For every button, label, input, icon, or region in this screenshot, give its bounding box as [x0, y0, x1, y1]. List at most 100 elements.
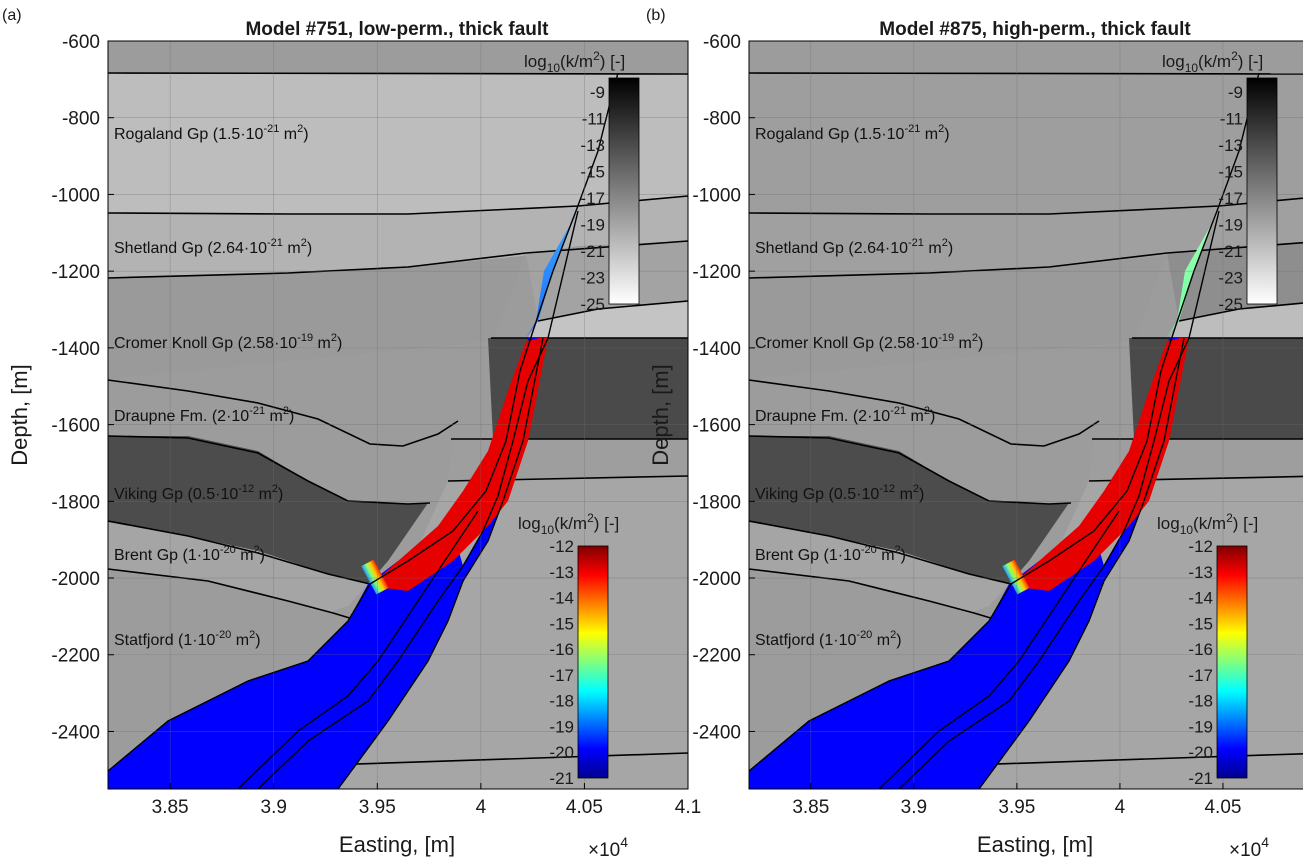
panel-b: (b) Model #875, high-perm., thick fault	[646, 7, 1303, 861]
colorbar-jet-ticks: -12 -13 -14 -15 -16 -17 -18 -19 -20 -21	[1188, 537, 1213, 788]
y-axis-label: Depth, [m]	[648, 364, 673, 465]
x-tick-label: 3.9	[901, 797, 927, 818]
layer-draupne	[749, 380, 1099, 501]
y-tick-label: -2000	[692, 569, 741, 590]
layer-cromer-right	[528, 301, 688, 338]
colorbar-gray-tick-label: -13	[1218, 136, 1243, 155]
y-tick-label: -2000	[51, 569, 100, 590]
y-tick-label: -2200	[51, 646, 100, 667]
x-axis-label: Easting, [m]	[339, 832, 455, 857]
colorbar-gray-tick-label: -9	[1228, 83, 1243, 102]
colorbar-gray-bar	[1246, 77, 1278, 305]
x-tick-label: 4	[1115, 797, 1126, 818]
gridlines	[749, 41, 1303, 789]
colorbar-jet-tick-label: -17	[549, 666, 574, 685]
colorbar-gray-tick-label: -19	[580, 216, 605, 235]
panel-letter: (b)	[646, 7, 666, 24]
fault-transition	[361, 559, 389, 595]
colorbar-gray-title: log10(k/m2) [-]	[1162, 49, 1263, 75]
layer-cromer-knoll	[749, 253, 1167, 379]
plot-area: Rogaland Gp (1.5·10-21 m2) Shetland Gp (…	[748, 40, 1303, 790]
y-tick-label: -2400	[51, 722, 100, 743]
layer-label-shetland: Shetland Gp (2.64·10-21 m2)	[114, 237, 312, 257]
fault-zone-lower	[749, 531, 1104, 789]
y-tick-label: -800	[62, 109, 100, 130]
layer-brent	[749, 521, 1009, 613]
x-tick-label: 3.95	[998, 797, 1035, 818]
x-tick-label: 3.85	[792, 797, 829, 818]
colorbar-gray-bar	[608, 77, 640, 305]
layer-rogaland	[749, 73, 1303, 214]
colorbar-jet-tick-label: -15	[1188, 614, 1213, 633]
layer-draupne	[108, 380, 458, 501]
fault-zone-lower	[108, 531, 463, 789]
colorbar-gray-title: log10(k/m2) [-]	[524, 49, 625, 75]
colorbar-gray: log10(k/m2) [-] -9-11-13-15-17-19-21-23-…	[1162, 49, 1278, 314]
colorbar-jet-tick-label: -21	[1188, 769, 1213, 788]
colorbar-gray-tick-label: -15	[1218, 163, 1243, 182]
colorbar-jet-tick-label: -13	[549, 563, 574, 582]
colorbar-gray-tick-label: -11	[1220, 110, 1243, 129]
layer-label-viking: Viking Gp (0.5·10-12 m2)	[114, 483, 283, 503]
panel-letter: (a)	[2, 7, 22, 24]
colorbar-jet-tick-label: -16	[1188, 640, 1213, 659]
y-tick-label: -1600	[51, 416, 100, 437]
y-tick-label: -2400	[692, 722, 741, 743]
colorbar-jet: log10(k/m2) [-] -12 -13 -14 -15 -16 -17 -18 -19…	[518, 511, 619, 788]
fault-tip	[526, 211, 578, 338]
x-tick-label: 4.05	[1204, 797, 1241, 818]
y-tick-label: -1200	[51, 262, 100, 283]
colorbar-jet-tick-label: -14	[1188, 589, 1213, 608]
layer-label-brent: Brent Gp (1·10-20 m2)	[755, 544, 906, 564]
layer-viking-left	[108, 436, 428, 584]
colorbar-gray-tick-label: -25	[580, 295, 605, 314]
y-tick-label: -1200	[692, 262, 741, 283]
layer-label-viking: Viking Gp (0.5·10-12 m2)	[755, 483, 924, 503]
layer-statfjord-right	[949, 476, 1303, 789]
layer-viking-left	[749, 436, 1069, 584]
x-tick-label: 3.9	[261, 797, 287, 818]
y-tick-label: -1400	[692, 339, 741, 360]
x-tick-label: 3.95	[359, 797, 396, 818]
colorbar-gray-tick-label: -13	[580, 136, 605, 155]
layer-cromer-knoll	[108, 253, 526, 379]
x-tick-label: 4	[476, 797, 487, 818]
colorbar-gray-tick-label: -23	[580, 269, 605, 288]
layer-label-draupne: Draupne Fm. (2·10-21 m2)	[114, 405, 294, 425]
layer-labels: Rogaland Gp (1.5·10-21 m2) Shetland Gp (…	[755, 123, 983, 649]
layer-label-statfjord: Statfjord (1·10-20 m2)	[114, 629, 261, 649]
axis-ticks: 3.853.93.9544.054.1-600-800-1000-1200-14…	[692, 32, 1241, 818]
colorbar-gray-tick-label: -21	[1218, 242, 1243, 261]
colorbar-jet-tick-label: -14	[549, 589, 574, 608]
colorbar-gray: log10(k/m2) [-] -9-11-13-15-17-19-21-23-…	[524, 49, 640, 314]
y-tick-label: -1400	[51, 339, 100, 360]
colorbar-jet-tick-label: -19	[549, 717, 574, 736]
axes-box	[107, 40, 689, 790]
colorbar-jet-tick-label: -13	[1188, 563, 1213, 582]
colorbar-gray-tick-label: -15	[580, 163, 605, 182]
colorbar-jet-tick-label: -16	[549, 640, 574, 659]
plot-area: Rogaland Gp (1.5·10-21 m2) Shetland Gp (…	[107, 40, 689, 790]
layer-label-statfjord: Statfjord (1·10-20 m2)	[755, 629, 902, 649]
colorbar-jet-tick-label: -12	[549, 537, 574, 556]
colorbar-gray-tick-label: -25	[1218, 295, 1243, 314]
colorbar-jet-title: log10(k/m2) [-]	[518, 511, 619, 537]
x-multiplier: ×104	[1229, 834, 1269, 861]
colorbar-gray-ticks: -9 -11 -13 -15 -17 -19 -21 -23 -25	[1218, 83, 1243, 314]
layer-shetland	[749, 198, 1303, 278]
axes-box	[748, 40, 1303, 790]
colorbar-gray-tick-label: -21	[580, 242, 605, 261]
layer-labels: Rogaland Gp (1.5·10-21 m2) Shetland Gp (…	[114, 123, 342, 649]
y-tick-label: -1600	[692, 416, 741, 437]
chart-title: Model #875, high-perm., thick fault	[879, 19, 1191, 40]
colorbar-jet-tick-label: -18	[1188, 692, 1213, 711]
layer-label-brent: Brent Gp (1·10-20 m2)	[114, 544, 265, 564]
y-tick-label: -800	[703, 109, 741, 130]
colorbar-jet-bar	[1216, 545, 1248, 779]
layer-rogaland	[108, 73, 688, 214]
colorbar-jet-bar	[577, 545, 609, 779]
fault-zone-deep	[899, 338, 1184, 789]
fault-outline	[108, 72, 619, 789]
panel-a: (a) Model #751, low-perm., thick fault	[2, 7, 701, 861]
